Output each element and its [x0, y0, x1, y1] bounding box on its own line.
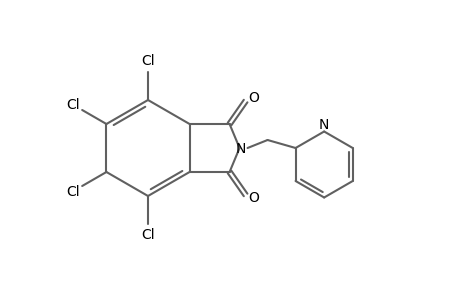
Text: Cl: Cl	[141, 228, 155, 242]
Text: O: O	[248, 191, 258, 205]
Text: O: O	[248, 91, 258, 105]
Text: Cl: Cl	[141, 54, 155, 68]
Text: N: N	[318, 118, 329, 131]
Text: Cl: Cl	[66, 184, 79, 199]
Text: N: N	[235, 142, 245, 156]
Text: Cl: Cl	[66, 98, 79, 112]
